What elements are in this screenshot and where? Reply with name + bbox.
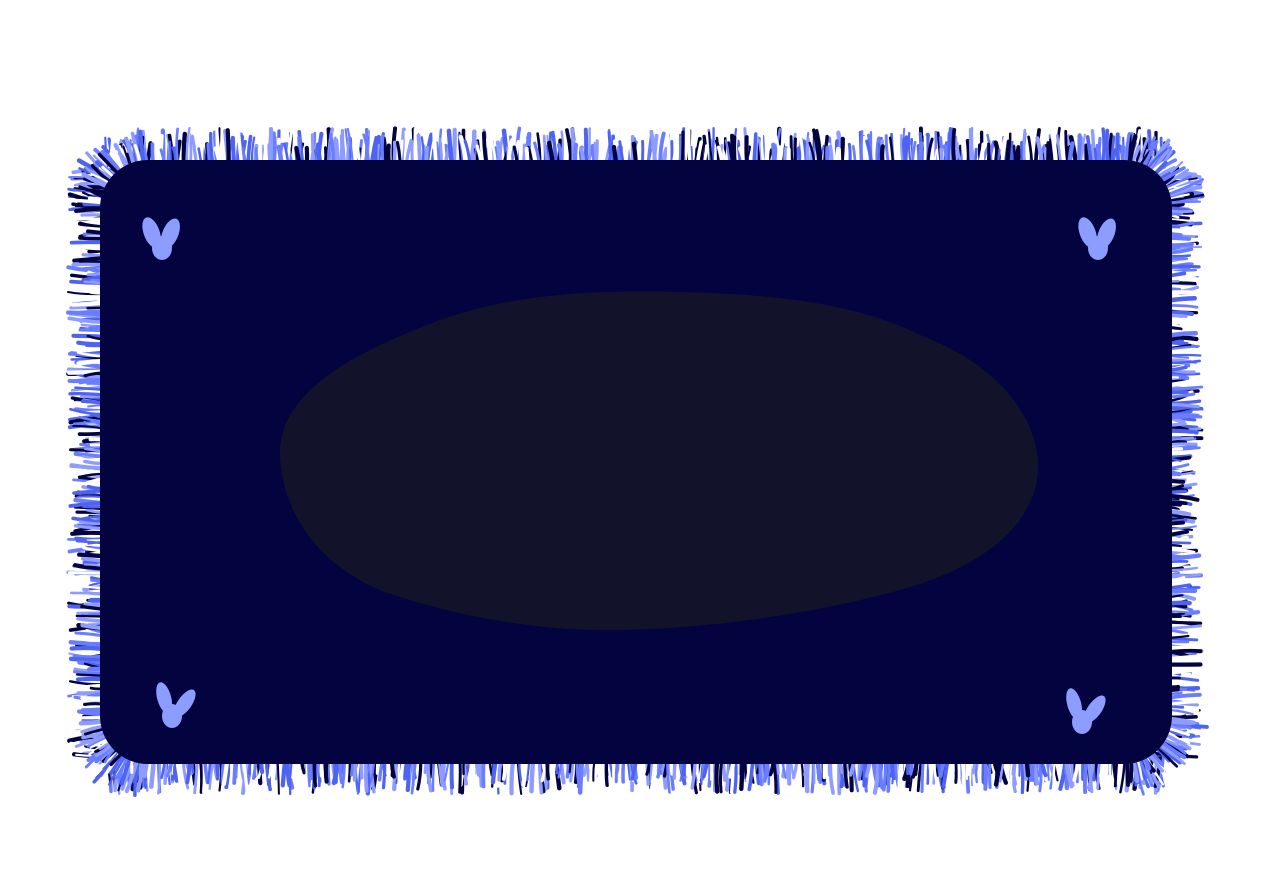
rug-center-spot [279,291,1039,631]
corner-bunny-ears-icon [142,217,180,260]
corner-bunny-ears-icon [1066,688,1106,734]
corner-bunny-ears-icon [156,682,196,728]
corner-bunny-ears-icon [1078,217,1116,260]
